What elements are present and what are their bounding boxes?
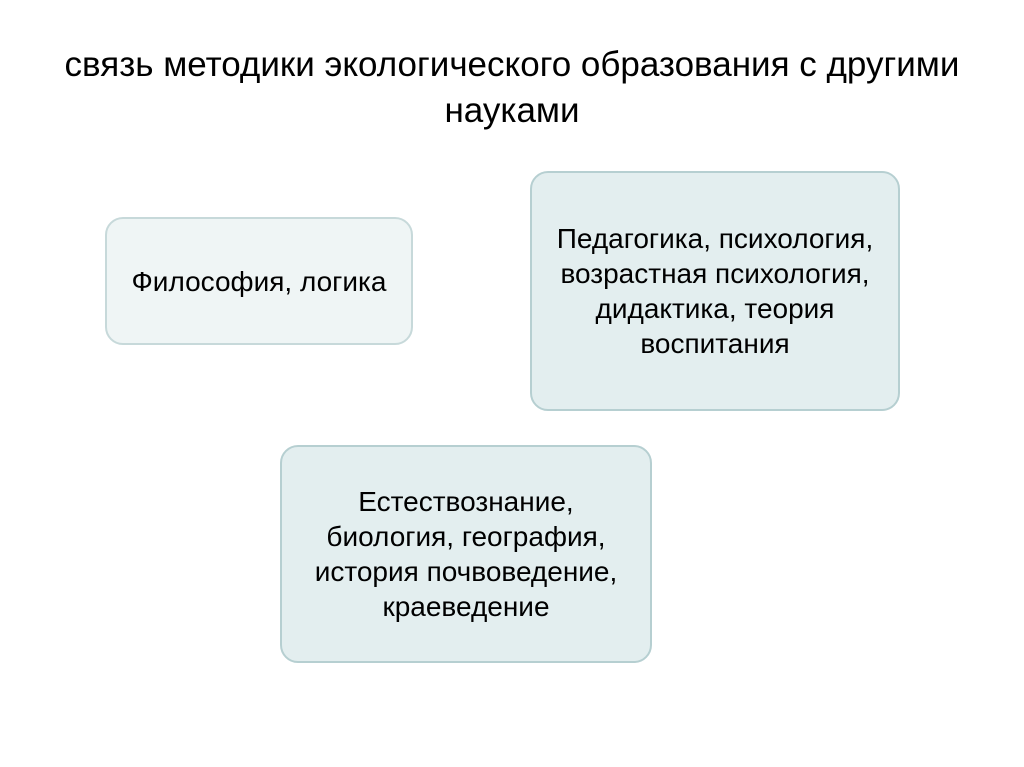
box-text: Естествознание, биология, география, ист… [300,484,632,624]
concept-box-natural-science: Естествознание, биология, география, ист… [280,445,652,663]
concept-box-philosophy: Философия, логика [105,217,413,345]
concept-box-pedagogy: Педагогика, психология, возрастная психо… [530,171,900,411]
box-text: Философия, логика [132,264,387,299]
box-text: Педагогика, психология, возрастная психо… [550,221,880,361]
page-title: связь методики экологического образовани… [0,42,1024,133]
